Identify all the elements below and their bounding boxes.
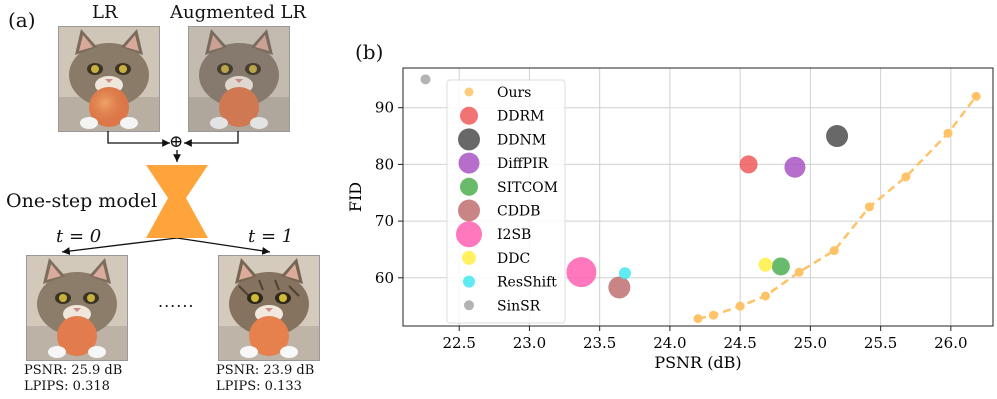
legend-label: CDDB: [497, 204, 540, 220]
legend-label: Ours: [497, 85, 531, 101]
legend-marker: [463, 275, 475, 288]
legend-label: DiffPIR: [497, 156, 549, 172]
ours-point: [943, 128, 953, 138]
flow-diagram: [61, 131, 271, 255]
t1-label: t = 1: [248, 226, 294, 247]
legend-marker: [458, 128, 480, 151]
chart-ticks: 22.5 23.0 23.5 24.0 24.5 25.0 25.5 26.0 60 70 80 90: [375, 99, 968, 352]
legend-marker: [456, 221, 482, 248]
y-tick-label: 80: [375, 155, 394, 173]
output-t0-cat-image: [26, 255, 128, 361]
t0-arrow: [61, 237, 178, 255]
diffpir-point: [784, 156, 806, 178]
ours-point: [864, 202, 874, 212]
x-tick-label: 25.5: [864, 334, 897, 352]
panel-a-label: (a): [8, 8, 36, 32]
t0-label: t = 0: [56, 226, 102, 247]
lr-connector: [107, 131, 170, 147]
y-axis-label: FID: [346, 182, 365, 212]
ddrm-point: [739, 155, 758, 174]
x-tick-label: 24.0: [653, 334, 686, 352]
legend-label: I2SB: [497, 227, 531, 243]
sinsr-point: [420, 74, 431, 85]
ddnm-point: [826, 125, 849, 148]
ours-point: [901, 172, 911, 182]
output-t0-psnr: PSNR: 25.9 dB: [24, 363, 123, 378]
ours-point: [693, 314, 703, 324]
i2sb-point: [566, 257, 597, 288]
legend-label: DDNM: [497, 132, 546, 148]
cddb-point: [608, 276, 631, 299]
ours-point: [708, 310, 718, 320]
ours-point: [794, 267, 804, 277]
ours-point: [971, 91, 981, 101]
legend-marker: [464, 87, 474, 97]
panel-b-label: (b): [355, 40, 384, 64]
legend-label: DDC: [497, 251, 530, 267]
legend-label: SITCOM: [497, 180, 558, 196]
legend-marker: [464, 300, 474, 311]
augmented-lr-title: Augmented LR: [170, 2, 307, 23]
aug-connector: [184, 131, 239, 147]
ours-point: [829, 246, 839, 256]
ours-line: [697, 95, 978, 320]
output-t1-lpips: LPIPS: 0.133: [216, 379, 302, 394]
sitcom-point: [771, 257, 790, 276]
y-tick-label: 90: [375, 99, 394, 117]
ours-point: [760, 291, 770, 301]
x-tick-label: 24.5: [723, 334, 756, 352]
y-tick-label: 60: [375, 269, 394, 287]
x-axis-label: PSNR (dB): [654, 353, 741, 372]
chart-legend: Ours DDRM DDNM DiffPIR SITCOM CDDB I2SB DDC ResS…: [446, 79, 566, 324]
plus-circle-icon: ⊕: [169, 132, 184, 152]
lr-cat-image: [58, 26, 160, 132]
output-t0-lpips: LPIPS: 0.318: [24, 379, 110, 394]
lr-title: LR: [92, 2, 118, 23]
ellipsis: ......: [158, 292, 195, 311]
x-tick-label: 23.5: [583, 334, 616, 352]
ours-point: [735, 301, 745, 311]
one-step-model-shape: [146, 165, 208, 238]
resshift-point: [618, 267, 631, 280]
t1-arrow: [176, 237, 271, 255]
legend-marker: [458, 199, 480, 222]
y-tick-label: 70: [375, 212, 394, 230]
one-step-model-label: One-step model: [6, 190, 158, 212]
chart-frame: [402, 67, 994, 327]
legend-marker: [462, 250, 476, 265]
chart-marks: [420, 74, 981, 324]
x-tick-label: 26.0: [934, 334, 967, 352]
fid-psnr-chart: 22.5 23.0 23.5 24.0 24.5 25.0 25.5 26.0 60 70 80 90…: [346, 67, 994, 372]
x-tick-label: 25.0: [794, 334, 827, 352]
legend-label: DDRM: [497, 109, 544, 125]
augmented-lr-cat-image: [188, 26, 290, 132]
legend-label: SinSR: [497, 298, 541, 314]
output-t1-psnr: PSNR: 23.9 dB: [216, 363, 315, 378]
output-t1-cat-image: [218, 255, 320, 361]
legend-marker: [458, 152, 480, 174]
x-tick-label: 22.5: [442, 334, 475, 352]
legend-marker: [460, 177, 478, 196]
x-tick-label: 23.0: [513, 334, 546, 352]
ddc-point: [758, 257, 773, 272]
legend-label: ResShift: [497, 275, 557, 291]
legend-marker: [460, 106, 478, 125]
